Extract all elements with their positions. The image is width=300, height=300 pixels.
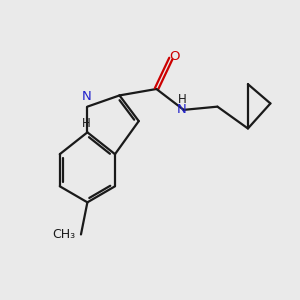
Text: N: N xyxy=(177,103,187,116)
Text: H: H xyxy=(82,117,91,130)
Text: O: O xyxy=(169,50,180,63)
Text: CH₃: CH₃ xyxy=(52,228,75,241)
Text: H: H xyxy=(178,93,187,106)
Text: N: N xyxy=(82,90,92,103)
